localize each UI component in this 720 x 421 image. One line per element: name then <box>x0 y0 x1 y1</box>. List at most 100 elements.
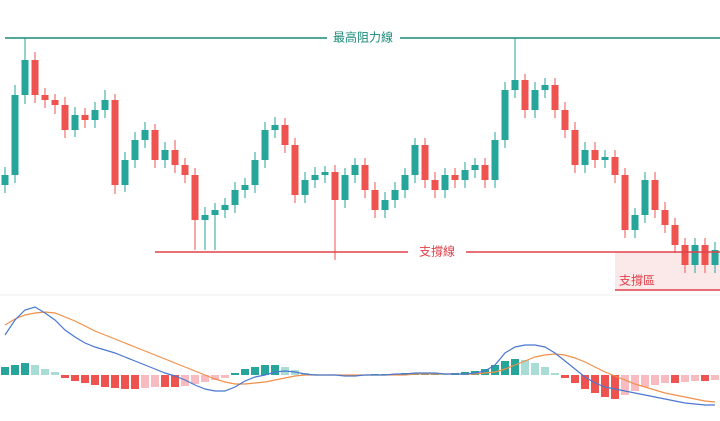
histogram-bar <box>561 375 569 378</box>
candle-body <box>391 190 399 200</box>
candle-body <box>571 130 579 165</box>
histogram-bar <box>491 365 499 375</box>
histogram-bar <box>711 375 719 380</box>
histogram-bar <box>621 375 629 395</box>
candle-body <box>251 160 259 185</box>
histogram-bar <box>651 375 659 385</box>
candle-body <box>221 205 229 210</box>
candle-body <box>381 200 389 210</box>
candle-body <box>501 90 509 140</box>
histogram-bar <box>691 375 699 381</box>
histogram-bar <box>231 373 239 375</box>
candle-body <box>1 175 9 185</box>
support-zone-label: 支撐區 <box>619 274 655 288</box>
candle-body <box>581 150 589 165</box>
candle-body <box>541 85 549 90</box>
histogram-bar <box>251 367 259 375</box>
candle-body <box>531 90 539 110</box>
histogram-bar <box>581 375 589 389</box>
histogram-bar <box>611 375 619 399</box>
candle-body <box>191 175 199 220</box>
candle-body <box>631 215 639 230</box>
histogram-bar <box>521 360 529 375</box>
candle-body <box>81 115 89 120</box>
histogram-bar <box>121 375 129 389</box>
histogram-bar <box>51 372 59 375</box>
candle-body <box>161 150 169 160</box>
histogram-bar <box>591 375 599 393</box>
histogram-bar <box>661 375 669 383</box>
candle-body <box>171 150 179 165</box>
candle-body <box>181 165 189 175</box>
candle-body <box>121 160 129 185</box>
candle-body <box>281 125 289 145</box>
histogram-bar <box>1 367 9 375</box>
histogram-bar <box>671 375 679 383</box>
histogram-bar <box>271 365 279 375</box>
candle-body <box>491 140 499 180</box>
histogram-bar <box>81 375 89 383</box>
histogram-bar <box>101 375 109 387</box>
histogram-bar <box>481 369 489 375</box>
histogram-bar <box>531 363 539 375</box>
candle-body <box>601 157 609 160</box>
candle-body <box>51 100 59 105</box>
histogram-bar <box>41 369 49 375</box>
histogram-bar <box>681 375 689 382</box>
candle-body <box>621 175 629 230</box>
candle-body <box>141 130 149 140</box>
candle-body <box>701 245 709 265</box>
histogram-bar <box>241 369 249 375</box>
candle-body <box>111 100 119 185</box>
candle-body <box>211 210 219 215</box>
candle-body <box>21 60 29 95</box>
candle-body <box>681 245 689 265</box>
candle-body <box>131 140 139 160</box>
support-label: 支撐線 <box>419 244 455 259</box>
candle-body <box>431 180 439 190</box>
histogram-bar <box>61 375 69 378</box>
candle-body <box>351 165 359 175</box>
candle-body <box>261 130 269 160</box>
resistance-label: 最高阻力線 <box>333 30 393 45</box>
candle-body <box>401 175 409 190</box>
candle-body <box>511 80 519 90</box>
candle-body <box>291 145 299 195</box>
histogram-bar <box>221 375 229 378</box>
histogram-bar <box>201 375 209 382</box>
candle-body <box>91 110 99 120</box>
candle-body <box>471 165 479 170</box>
histogram-bar <box>701 375 709 381</box>
candle-body <box>651 180 659 210</box>
candle-body <box>551 85 559 110</box>
histogram-bar <box>601 375 609 397</box>
candle-body <box>421 145 429 180</box>
candle-body <box>151 130 159 160</box>
histogram-bar <box>151 375 159 387</box>
candle-body <box>481 165 489 180</box>
candle-body <box>611 157 619 175</box>
histogram-bar <box>161 375 169 387</box>
candle-body <box>361 165 369 190</box>
candle-body <box>521 80 529 110</box>
candle-body <box>671 225 679 245</box>
candle-body <box>641 180 649 215</box>
candle-body <box>31 60 39 95</box>
candle-body <box>441 175 449 190</box>
histogram-bar <box>141 375 149 388</box>
candle-body <box>271 125 279 130</box>
candle-body <box>41 95 49 100</box>
histogram-bar <box>171 375 179 387</box>
histogram-bar <box>131 375 139 389</box>
histogram-bar <box>21 363 29 375</box>
candle-body <box>461 170 469 180</box>
candle-body <box>301 180 309 195</box>
candle-body <box>311 175 319 180</box>
candle-body <box>591 150 599 160</box>
candle-body <box>231 190 239 205</box>
candle-body <box>201 215 209 220</box>
histogram-bar <box>11 365 19 375</box>
macd-line <box>4 306 715 406</box>
candle-body <box>71 115 79 130</box>
